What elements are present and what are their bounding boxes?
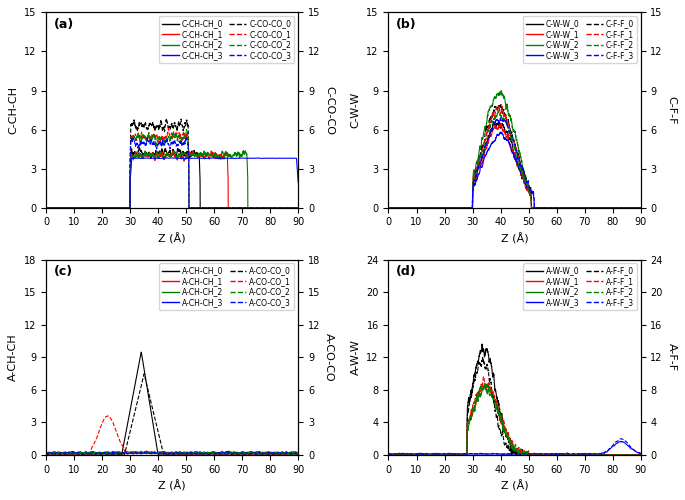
X-axis label: Z (Å): Z (Å) — [158, 233, 186, 244]
Text: (d): (d) — [396, 266, 416, 278]
X-axis label: Z (Å): Z (Å) — [501, 480, 528, 492]
Y-axis label: A-CO-CO: A-CO-CO — [324, 333, 334, 382]
Y-axis label: A-W-W: A-W-W — [351, 340, 361, 375]
X-axis label: Z (Å): Z (Å) — [501, 233, 528, 244]
Y-axis label: C-CH-CH: C-CH-CH — [8, 86, 18, 134]
Text: (a): (a) — [53, 18, 74, 31]
Text: (b): (b) — [396, 18, 416, 31]
X-axis label: Z (Å): Z (Å) — [158, 480, 186, 492]
Y-axis label: C-F-F: C-F-F — [667, 96, 677, 124]
Legend: A-W-W_0, A-W-W_1, A-W-W_2, A-W-W_3, A-F-F_0, A-F-F_1, A-F-F_2, A-F-F_3: A-W-W_0, A-W-W_1, A-W-W_2, A-W-W_3, A-F-… — [523, 264, 637, 310]
Text: (c): (c) — [53, 266, 73, 278]
Legend: A-CH-CH_0, A-CH-CH_1, A-CH-CH_2, A-CH-CH_3, A-CO-CO_0, A-CO-CO_1, A-CO-CO_2, A-C: A-CH-CH_0, A-CH-CH_1, A-CH-CH_2, A-CH-CH… — [159, 264, 295, 310]
Legend: C-CH-CH_0, C-CH-CH_1, C-CH-CH_2, C-CH-CH_3, C-CO-CO_0, C-CO-CO_1, C-CO-CO_2, C-C: C-CH-CH_0, C-CH-CH_1, C-CH-CH_2, C-CH-CH… — [159, 16, 295, 63]
Y-axis label: C-W-W: C-W-W — [351, 92, 361, 128]
Y-axis label: A-F-F: A-F-F — [667, 343, 677, 372]
Y-axis label: A-CH-CH: A-CH-CH — [8, 334, 18, 381]
Y-axis label: C-CO-CO: C-CO-CO — [324, 86, 334, 134]
Legend: C-W-W_0, C-W-W_1, C-W-W_2, C-W-W_3, C-F-F_0, C-F-F_1, C-F-F_2, C-F-F_3: C-W-W_0, C-W-W_1, C-W-W_2, C-W-W_3, C-F-… — [523, 16, 637, 63]
